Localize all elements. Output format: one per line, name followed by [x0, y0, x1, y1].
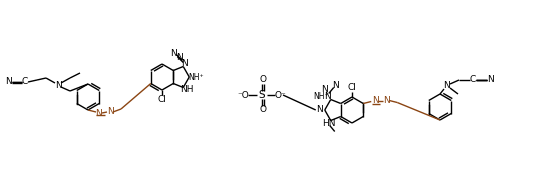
Text: N: N: [170, 49, 177, 58]
Text: N: N: [321, 85, 328, 94]
Text: N: N: [372, 96, 378, 105]
Text: NH⁺: NH⁺: [189, 73, 204, 82]
Text: N: N: [332, 81, 339, 90]
Text: C: C: [22, 78, 28, 86]
Text: O⁻: O⁻: [274, 90, 286, 100]
Text: N: N: [181, 59, 188, 68]
Text: N: N: [54, 81, 62, 89]
Text: S: S: [258, 90, 265, 100]
Text: N: N: [316, 105, 323, 115]
Text: N: N: [96, 108, 102, 117]
Text: NH: NH: [180, 85, 194, 94]
Text: NH⁺: NH⁺: [313, 92, 329, 101]
Text: ⁻O: ⁻O: [237, 90, 249, 100]
Text: O: O: [260, 75, 267, 85]
Text: Cl: Cl: [348, 83, 356, 93]
Text: N: N: [176, 53, 183, 62]
Text: N: N: [324, 92, 331, 101]
Text: HN: HN: [322, 119, 336, 128]
Text: N: N: [487, 75, 493, 85]
Text: O: O: [260, 105, 267, 115]
Text: N: N: [107, 108, 113, 116]
Text: N: N: [4, 78, 12, 86]
Text: Cl: Cl: [157, 94, 167, 104]
Text: N: N: [444, 82, 450, 90]
Text: N: N: [383, 96, 389, 105]
Text: C: C: [470, 75, 476, 85]
